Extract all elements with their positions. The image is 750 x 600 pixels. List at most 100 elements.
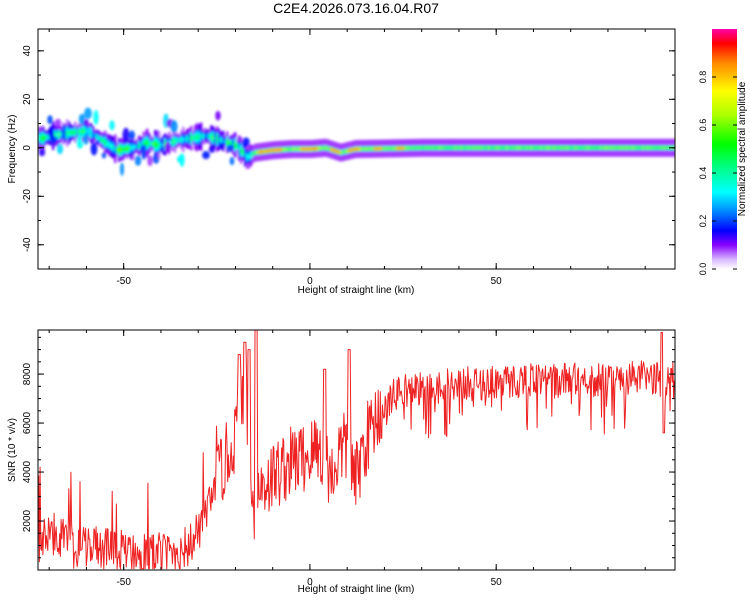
spectrogram-speckle [141,144,147,160]
spectrogram-cell [642,147,645,149]
spectrogram-speckle [93,109,99,125]
spectrogram-speckle [101,152,107,159]
spectrogram-cell [562,147,565,149]
spectrogram-cell [442,147,445,149]
spectrogram-speckle [83,134,89,145]
spectrogram-cell [258,151,261,153]
spectrogram-cell [630,147,633,149]
spectrogram-cell [292,148,295,150]
spectrogram-cell [636,147,639,149]
spectrogram-cell [54,134,57,137]
spectrogram-cell [516,147,519,149]
spectrogram-cell [464,147,467,149]
spectrogram-cell [370,148,373,150]
spectrogram-cell [584,147,587,149]
colorbar-gradient [712,29,737,269]
spectrogram-cell [590,147,593,149]
spectrogram-cell [276,149,279,151]
spectrogram-cell [310,148,313,150]
spectrogram-cell [574,147,577,149]
spectrogram-cell [332,149,335,151]
spectrogram-cell [274,149,277,151]
spectrogram-cell [82,130,85,133]
spectrogram-cell [366,148,369,150]
colorbar-tick-label: 0.0 [698,263,708,276]
spectrogram-speckle [109,120,115,131]
spectrogram-cell [470,147,473,149]
spectrogram-cell [288,148,291,150]
figure-title: C2E4.2026.073.16.04.R07 [273,0,439,16]
spectrogram-cell [662,147,665,149]
spectrogram-cell [350,149,353,151]
spectrogram-cell [546,147,549,149]
spectrogram-cell [302,148,305,150]
spectrogram-cell [388,147,391,149]
spectrogram-cell [452,147,455,149]
spectrogram-cell [466,147,469,149]
spectrogram-cell [382,148,385,150]
spectrogram-cell [460,147,463,149]
spectrogram-cell [618,147,621,149]
spectrogram-cell [142,142,145,146]
spectrogram-speckle [242,137,250,147]
spectrogram-cell [242,151,245,154]
spectrogram-cell [182,138,185,141]
spectrogram-cell [530,147,533,149]
spectrogram-cell [236,145,239,147]
spectrogram-cell [336,150,339,152]
spectrogram-speckle [38,148,46,157]
spectrogram-ytick-label: 40 [22,45,33,57]
spectrogram-cell [298,148,301,150]
spectrogram-cell [44,136,47,139]
spectrogram-cell [414,147,417,149]
spectrogram-cell [70,131,73,134]
spectrogram-cell [436,147,439,149]
spectrogram-cell [348,150,351,152]
spectrogram-cell [462,147,465,149]
spectrogram-cell [334,150,337,152]
spectrogram-cell [362,148,365,150]
snr-xtick-label: 0 [307,577,313,588]
spectrogram-cell [550,147,553,149]
spectrogram-cell [72,131,75,134]
snr-ylabel: SNR (10 * v/v) [7,418,18,482]
spectrogram-cell [330,148,333,150]
spectrogram-cell [558,147,561,149]
spectrogram-cell [654,147,657,149]
spectrogram-cell [390,147,393,149]
spectrogram-cell [602,147,605,149]
spectrogram-cell [396,147,399,149]
spectrogram-cell [180,138,183,141]
spectrogram-cell [410,147,413,149]
spectrogram-speckle [54,118,62,127]
spectrogram-cell [356,148,359,150]
spectrogram-cell [476,147,479,149]
spectrogram-cell [280,149,283,151]
spectrogram-speckle [134,155,142,166]
spectrogram-cell [592,147,595,149]
snr-xlabel: Height of straight line (km) [298,584,415,595]
spectrogram-cell [506,147,509,149]
spectrogram-speckle [56,143,64,155]
spectrogram-cell [40,136,43,140]
spectrogram-cell [490,147,493,149]
spectrogram-cell [588,147,591,149]
spectrogram-cell [394,147,397,149]
snr-frame [37,329,676,571]
spectrogram-speckle [229,156,235,166]
spectrogram-cell [652,147,655,149]
spectrogram-cell [606,147,609,149]
spectrogram-cell [96,136,99,138]
spectrogram-cell [344,151,347,153]
spectrogram-cell [402,147,405,149]
spectrogram-cell [132,146,135,149]
snr-xtick-label: 50 [491,577,503,588]
spectrogram-cell [116,149,119,151]
spectrogram-cell [432,147,435,149]
spectrogram-cell [568,147,571,149]
spectrogram-cell [486,147,489,149]
spectrogram-cell [188,137,191,140]
spectrogram-cell [582,147,585,149]
spectrogram-cell [92,133,95,136]
spectrogram-cell [386,147,389,149]
